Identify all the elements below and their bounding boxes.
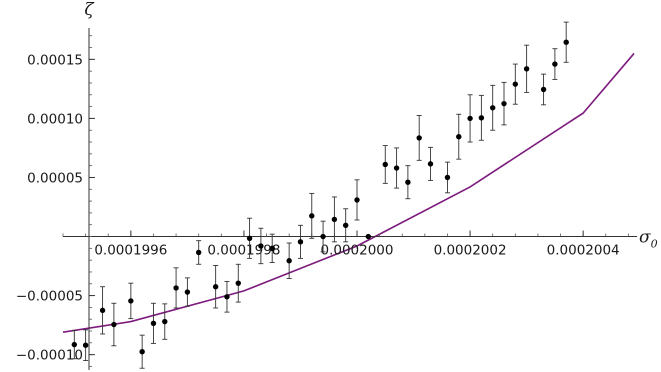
- data-point: [162, 318, 168, 325]
- data-point: [128, 298, 134, 304]
- data-point: [523, 66, 530, 72]
- fit-line: [62, 52, 635, 333]
- data-point: [382, 161, 388, 168]
- data-point: [365, 233, 372, 240]
- data-point: [71, 341, 78, 348]
- data-point: [331, 216, 338, 223]
- x-tick-label: 0.0002002: [434, 243, 507, 259]
- data-point: [478, 115, 485, 121]
- y-tick-label: 0.00010: [27, 111, 83, 127]
- data-point: [269, 245, 275, 252]
- x-axis-label-symbol: σ: [639, 228, 651, 248]
- data-point: [309, 213, 315, 219]
- x-tick-label: 0.0001998: [207, 243, 280, 259]
- x-tick-label: 0.0002004: [547, 243, 620, 259]
- data-point: [235, 280, 241, 286]
- data-point: [501, 100, 507, 107]
- data-point: [540, 86, 547, 93]
- data-point: [444, 174, 451, 181]
- data-point: [405, 179, 411, 185]
- y-ticks: −0.00010 −0.00005 0.00005 0.00010 0.00015: [16, 35, 95, 367]
- y-tick-label: 0.00015: [27, 52, 83, 68]
- x-axis-label: σ0: [639, 228, 658, 251]
- data-point: [99, 307, 106, 314]
- data-point: [258, 243, 264, 249]
- data-point: [320, 233, 326, 240]
- data-point: [139, 348, 145, 355]
- data-point: [184, 289, 191, 295]
- data-point: [467, 115, 473, 122]
- data-point: [393, 165, 400, 171]
- data-point: [456, 134, 462, 140]
- x-axis-label-subscript: 0: [651, 238, 658, 251]
- data-point: [552, 61, 558, 67]
- data-point: [195, 249, 202, 256]
- y-axis-label: ζ: [84, 0, 95, 20]
- data-point: [82, 342, 89, 348]
- data-point: [342, 222, 349, 229]
- data-point: [224, 294, 230, 300]
- x-tick-label: 0.0001996: [94, 243, 167, 259]
- data-point: [173, 285, 179, 291]
- x-tick-label: 0.0002000: [320, 243, 393, 259]
- axes: [63, 28, 637, 370]
- data-point: [563, 39, 569, 45]
- fit-curve-layer: [62, 52, 635, 333]
- data-points: [71, 21, 569, 369]
- data-point: [489, 105, 496, 111]
- data-point: [354, 197, 360, 203]
- y-tick-label: −0.00010: [16, 348, 83, 364]
- y-tick-label: −0.00005: [16, 289, 83, 305]
- data-point: [150, 320, 157, 327]
- data-point: [297, 239, 304, 245]
- data-point: [111, 321, 117, 328]
- data-point: [212, 284, 219, 290]
- data-point: [286, 258, 292, 264]
- data-point: [427, 161, 434, 167]
- data-point: [246, 235, 253, 241]
- data-point: [512, 81, 519, 87]
- data-point: [416, 135, 422, 141]
- y-tick-label: 0.00005: [27, 170, 83, 186]
